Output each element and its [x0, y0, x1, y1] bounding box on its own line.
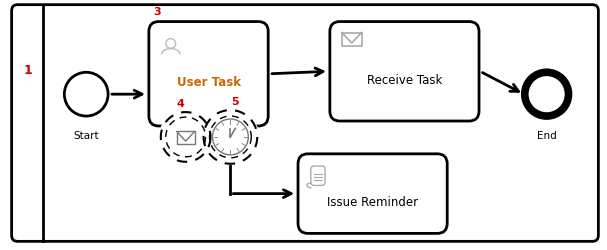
Text: User Task: User Task: [177, 76, 240, 89]
Circle shape: [202, 109, 259, 166]
Text: 5: 5: [231, 97, 239, 107]
Text: 3: 3: [153, 6, 160, 16]
FancyBboxPatch shape: [330, 22, 479, 122]
FancyBboxPatch shape: [149, 22, 268, 127]
FancyBboxPatch shape: [12, 6, 599, 242]
FancyBboxPatch shape: [298, 154, 447, 234]
Text: 1: 1: [23, 64, 32, 76]
Circle shape: [212, 120, 248, 155]
FancyBboxPatch shape: [177, 132, 195, 145]
Circle shape: [159, 111, 212, 164]
Circle shape: [64, 73, 108, 117]
Text: End: End: [537, 130, 557, 140]
FancyBboxPatch shape: [342, 34, 362, 47]
Text: Receive Task: Receive Task: [367, 74, 442, 86]
FancyBboxPatch shape: [311, 166, 325, 186]
Text: Start: Start: [73, 130, 99, 140]
Circle shape: [166, 40, 175, 49]
Circle shape: [525, 73, 569, 117]
Text: 4: 4: [177, 99, 185, 109]
Text: Issue Reminder: Issue Reminder: [327, 195, 418, 208]
